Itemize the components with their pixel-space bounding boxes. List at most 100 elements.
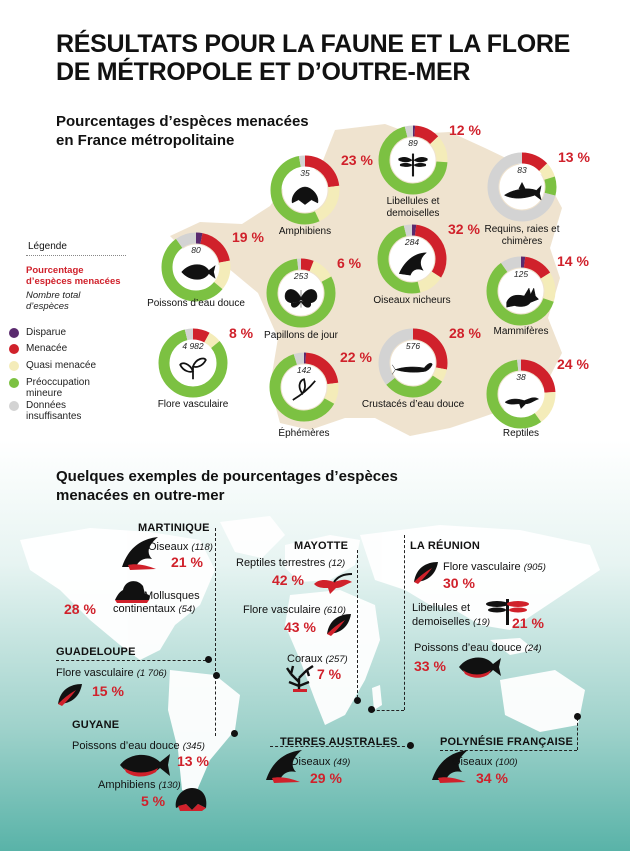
mayfly-icon xyxy=(292,378,316,401)
martinique-mollusques-pct: 28 % xyxy=(64,601,96,617)
donut-label: Poissons d’eau douce xyxy=(136,298,256,310)
marker-polynesie xyxy=(574,713,581,720)
mayotte-flore-pct: 43 % xyxy=(284,619,316,635)
region-guadeloupe: GUADELOUPE xyxy=(56,646,136,658)
donut-label: Éphémères xyxy=(244,428,364,440)
legend-swatch xyxy=(9,344,19,354)
title-line-1: RÉSULTATS POUR LA FAUNE ET LA FLORE xyxy=(56,30,571,58)
donut-crustaces xyxy=(378,328,448,398)
marker-guyane xyxy=(231,730,238,737)
legend-pct-line-1: Pourcentage xyxy=(26,265,84,276)
fish-icon xyxy=(459,657,501,678)
label-text: Oiseaux xyxy=(290,756,331,768)
region-reunion: LA RÉUNION xyxy=(410,540,481,552)
donut-inner xyxy=(498,371,544,417)
reunion-libellules-pct: 21 % xyxy=(512,615,544,631)
legend-label: Préoccupation xyxy=(26,377,90,388)
donut-label: Amphibiens xyxy=(245,226,365,238)
outremer-section-line-2: menacées en outre-mer xyxy=(56,487,225,504)
polynesie-oiseaux-label: Oiseaux (100) xyxy=(452,756,518,769)
leaf-icon xyxy=(327,614,351,636)
count-text: (12) xyxy=(328,558,346,569)
guadeloupe-flore-pct: 15 % xyxy=(92,683,124,699)
donut-label: Oiseaux nicheurs xyxy=(352,295,472,307)
count-text: (257) xyxy=(325,654,348,665)
legend-label: Quasi menacée xyxy=(26,360,97,371)
donut-pct: 12 % xyxy=(449,122,481,138)
count-text: (130) xyxy=(158,780,181,791)
label-text: Libellules et xyxy=(412,602,471,614)
shark-icon xyxy=(503,181,542,201)
mayotte-flore-label: Flore vasculaire (610) xyxy=(243,604,346,617)
donut-segment xyxy=(486,359,556,429)
donut-pct: 24 % xyxy=(557,356,589,372)
donut-count: 4 982 xyxy=(182,341,204,351)
donut-ephemeres xyxy=(269,352,339,422)
donut-inner xyxy=(170,340,216,386)
donut-label-line-1: Libellules et xyxy=(386,196,440,207)
donut-segment xyxy=(486,359,556,429)
reunion-libellules-label: Libellules et xyxy=(412,602,470,615)
donut-label-line-2: chimères xyxy=(501,236,543,247)
frog-icon xyxy=(175,788,207,811)
label-text: Amphibiens xyxy=(98,779,156,791)
donut-count: 125 xyxy=(513,269,529,279)
legend-item: Quasi menacée xyxy=(9,360,97,371)
leader-line-guyane xyxy=(215,676,216,736)
donut-segment xyxy=(161,232,231,302)
bird-icon xyxy=(266,750,302,783)
donut-count: 89 xyxy=(408,138,418,148)
donut-count: 253 xyxy=(293,271,309,281)
donut-segment xyxy=(161,232,231,302)
donut-pct: 23 % xyxy=(341,152,373,168)
donut-segment xyxy=(266,258,336,328)
count-text: (1 706) xyxy=(136,668,167,679)
marker-guadeloupe xyxy=(205,656,212,663)
donut-label-line-1: Requins, raies et xyxy=(484,224,560,235)
count-text: (345) xyxy=(182,741,205,752)
region-terres-australes: TERRES AUSTRALES xyxy=(280,736,398,748)
donut-pct: 13 % xyxy=(558,149,590,165)
fish-icon xyxy=(120,754,170,777)
donut-label: Libellules et demoiselles xyxy=(353,196,473,220)
world-map-shape xyxy=(20,516,600,795)
donut-segment xyxy=(269,352,339,422)
donut-pct: 19 % xyxy=(232,229,264,245)
donut-segment xyxy=(270,155,340,225)
fish-icon xyxy=(181,264,216,280)
leader-line-mayotte xyxy=(357,550,358,698)
donut-segment xyxy=(158,328,228,398)
donut-count: 80 xyxy=(191,245,201,255)
polynesie-oiseaux-pct: 34 % xyxy=(476,770,508,786)
legend-item: Données insuffisantes xyxy=(9,400,82,422)
legend-item: Préoccupation mineure xyxy=(9,377,90,399)
label-text-2: continentaux xyxy=(113,603,176,615)
guyane-poissons-label: Poissons d’eau douce (345) xyxy=(72,740,205,753)
donut-pct: 28 % xyxy=(449,325,481,341)
donut-pct: 32 % xyxy=(448,221,480,237)
legend-label: Disparue xyxy=(26,327,67,338)
leader-line-terres-australes xyxy=(270,746,410,747)
donut-pct: 8 % xyxy=(229,325,254,341)
frog-icon xyxy=(291,186,319,205)
label-text: Oiseaux xyxy=(452,756,493,768)
donut-segment xyxy=(158,328,228,398)
dragonfly-icon xyxy=(486,599,529,625)
legend-swatch xyxy=(9,361,19,371)
marker-mayotte xyxy=(354,697,361,704)
donut-label-line-1: Oiseaux nicheurs xyxy=(373,295,451,306)
donut-pct: 14 % xyxy=(557,253,589,269)
lizard-icon xyxy=(504,397,540,410)
count-text: (118) xyxy=(191,542,213,553)
donut-label-line-1: Reptiles xyxy=(502,428,540,439)
leaf-icon xyxy=(414,562,438,584)
title-line-2: DE MÉTROPOLE ET D’OUTRE-MER xyxy=(56,58,471,86)
legend-label-2: insuffisantes xyxy=(26,411,82,422)
mayotte-reptiles-pct: 42 % xyxy=(272,572,304,588)
donut-label-line-1: Amphibiens xyxy=(278,226,332,237)
donut-requins xyxy=(487,152,557,222)
snail-icon xyxy=(115,581,150,603)
donut-libellules xyxy=(378,125,448,195)
guyane-amphibiens-label: Amphibiens (130) xyxy=(98,779,181,792)
legend-label: Menacée xyxy=(26,343,68,354)
